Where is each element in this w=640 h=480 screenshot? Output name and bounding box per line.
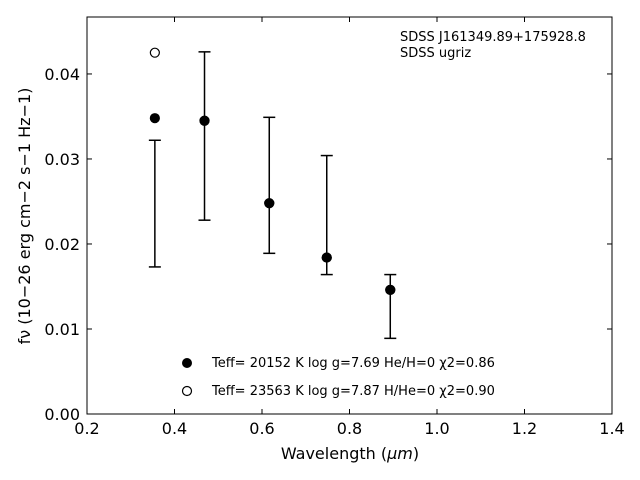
data-point-filled — [199, 115, 210, 126]
errorbar — [148, 139, 161, 268]
errorbar — [198, 51, 211, 221]
x-tick-label: 0.8 — [337, 419, 362, 438]
y-axis-label: fν (10−26 erg cm−2 s−1 Hz−1) — [15, 88, 34, 345]
x-tick-label: 0.4 — [162, 419, 187, 438]
y-tick-label: 0.01 — [44, 320, 80, 339]
data-point-filled — [149, 113, 160, 124]
y-tick-label: 0.04 — [44, 65, 80, 84]
legend-marker-filled — [182, 358, 192, 368]
errorbar — [263, 116, 276, 255]
data-point-filled — [385, 284, 396, 295]
data-point-filled — [264, 198, 275, 209]
x-tick-label: 0.6 — [249, 419, 274, 438]
x-tick-label: 1.0 — [424, 419, 449, 438]
x-tick-label: 1.2 — [512, 419, 537, 438]
legend-label-filled: Teff= 20152 K log g=7.69 He/H=0 χ2=0.86 — [211, 356, 495, 371]
x-axis-label-suffix: ) — [413, 444, 419, 463]
x-axis-label-prefix: Wavelength ( — [281, 444, 387, 463]
y-tick-label: 0.00 — [44, 405, 80, 424]
annotation-line-2: SDSS ugriz — [400, 46, 471, 61]
legend-marker-open — [181, 385, 193, 397]
x-tick-label: 0.2 — [74, 419, 99, 438]
x-tick-label: 1.4 — [599, 419, 624, 438]
x-axis-label: Wavelength (μm) — [281, 444, 419, 463]
y-tick-label: 0.02 — [44, 235, 80, 254]
legend: Teff= 20152 K log g=7.69 He/H=0 χ2=0.86 … — [181, 356, 495, 399]
legend-label-open: Teff= 23563 K log g=7.87 H/He=0 χ2=0.90 — [211, 384, 495, 399]
data-point-filled — [321, 252, 332, 263]
plot-frame — [86, 16, 613, 415]
data-point-open — [149, 47, 160, 58]
x-axis-label-unit: μm — [386, 444, 413, 463]
errorbar — [384, 273, 397, 340]
y-tick-label: 0.03 — [44, 150, 80, 169]
annotation-line-1: SDSS J161349.89+175928.8 — [400, 30, 586, 45]
